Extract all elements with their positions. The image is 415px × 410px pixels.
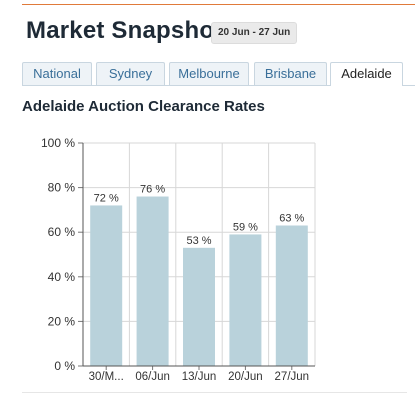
y-tick-label: 20 % <box>48 314 76 328</box>
city-tabs: National Sydney Melbourne Brisbane Adela… <box>22 62 415 86</box>
bar-data-label: 63 % <box>279 213 304 225</box>
bar[interactable] <box>275 225 308 366</box>
y-tick-label: 80 % <box>48 181 76 195</box>
date-range-badge: 20 Jun - 27 Jun <box>211 22 298 44</box>
bar-data-label: 59 % <box>233 221 258 233</box>
bottom-divider <box>22 392 407 393</box>
bar[interactable] <box>90 205 123 366</box>
bar-data-label: 76 % <box>140 184 165 196</box>
top-accent-bar <box>0 0 415 6</box>
x-tick-label: 06/Jun <box>135 371 170 383</box>
tab-adelaide[interactable]: Adelaide <box>330 62 403 86</box>
page-title: Market Snapshot <box>26 17 223 44</box>
tab-national[interactable]: National <box>22 62 92 85</box>
chart-heading: Adelaide Auction Clearance Rates <box>22 98 265 115</box>
bar-data-label: 53 % <box>186 235 211 247</box>
tab-brisbane[interactable]: Brisbane <box>254 62 327 85</box>
bar[interactable] <box>136 196 169 366</box>
bar[interactable] <box>183 247 215 366</box>
tab-sydney[interactable]: Sydney <box>96 62 165 85</box>
x-tick-label: 30/M... <box>89 371 124 383</box>
x-tick-label: 13/Jun <box>182 371 217 383</box>
bar[interactable] <box>229 234 262 366</box>
y-tick-label: 40 % <box>48 270 76 284</box>
bar-data-label: 72 % <box>94 192 119 204</box>
tab-melbourne[interactable]: Melbourne <box>169 62 249 85</box>
y-tick-label: 60 % <box>48 225 76 239</box>
clearance-rate-bar-chart: 0 % 20 % 40 % 60 % 80 % 100 % 72 % 76 % 53 % 59 … <box>41 136 316 383</box>
y-tick-label: 0 % <box>54 359 75 373</box>
x-tick-label: 27/Jun <box>275 371 310 383</box>
x-tick-label: 20/Jun <box>228 371 263 383</box>
y-tick-label: 100 % <box>41 136 75 150</box>
